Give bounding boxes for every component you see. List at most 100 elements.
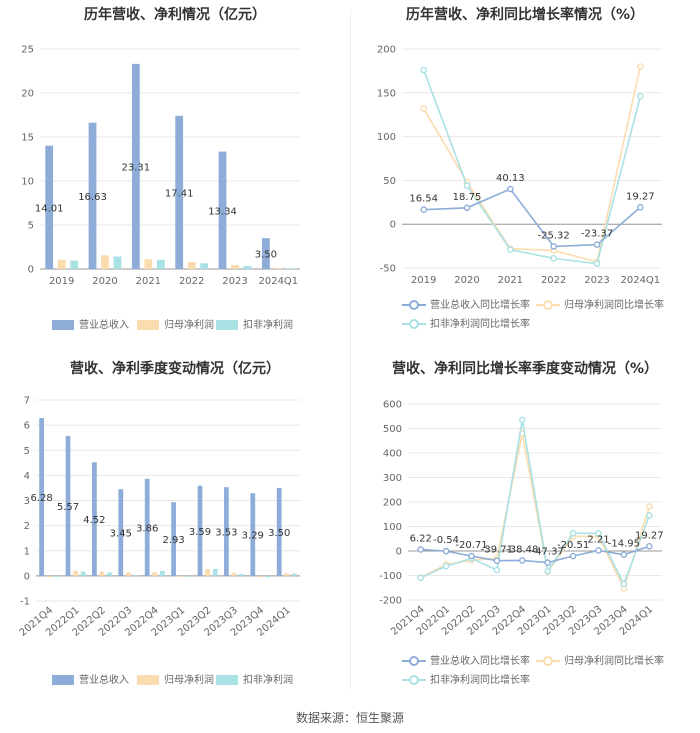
bar-revenue	[65, 435, 71, 576]
bar-revenue	[250, 493, 256, 576]
y-tick-label: 7	[24, 396, 30, 407]
y-tick-label: 0	[24, 571, 30, 582]
legend-swatch	[216, 320, 238, 330]
legend-item-nonrecurring-profit[interactable]: 扣非净利润	[216, 316, 293, 331]
x-tick-label: 2020	[92, 276, 117, 287]
legend-label: 归母净利润同比增长率	[564, 656, 664, 667]
legend-item-net-profit-growth[interactable]: 归母净利润同比增长率	[536, 296, 664, 311]
data-label: -38.48	[506, 544, 538, 555]
series-point	[518, 416, 526, 424]
legend-item-net-profit[interactable]: 归母净利润	[137, 671, 214, 686]
legend-label: 扣非净利润	[243, 675, 293, 686]
data-source-note: 数据来源：恒生聚源	[295, 711, 404, 725]
legend-item-nonrecurring-profit[interactable]: 扣非净利润	[216, 671, 293, 686]
series-point	[637, 204, 644, 211]
series-point	[645, 503, 653, 510]
quarterly-revenue-profit-chart: -1012345672021Q42022Q12022Q22022Q32022Q4…	[18, 396, 300, 639]
legend-item-net-profit[interactable]: 归母净利润	[137, 316, 214, 331]
y-tick-label: 600	[383, 400, 402, 411]
bar-revenue	[175, 115, 184, 270]
bar-revenue	[88, 122, 97, 269]
legend-item-net-profit-growth[interactable]: 归母净利润同比增长率	[536, 652, 664, 667]
bar-net-profit	[46, 575, 52, 578]
series-point	[420, 66, 427, 74]
series-point	[550, 255, 557, 262]
bar-net-profit	[284, 573, 290, 576]
x-tick-label: 2019	[49, 276, 74, 287]
legend-item-revenue-growth[interactable]: 营业总收入同比增长率	[402, 296, 530, 311]
annual-revenue-profit-chart: 0 5 10 15 20 25 2019 2020 2021 2022 2023 2024Q1 14.0…	[21, 45, 300, 287]
legend-item-revenue[interactable]: 营业总收入	[52, 316, 129, 331]
annual-growth-panel: 历年营收、净利同比增长率情况（%） -50 0 50 100 150 200 2019 202…	[350, 0, 700, 350]
series-point	[544, 559, 551, 566]
bar-net-profit	[101, 255, 109, 269]
bar-net-profit	[126, 572, 131, 576]
legend-item-nonrecurring-growth[interactable]: 扣非净利润同比增长率	[402, 671, 530, 686]
series-point	[569, 530, 577, 537]
y-tick-label: 50	[383, 176, 396, 187]
chart-title: 营收、净利同比增长率季度变动情况（%）	[391, 361, 659, 377]
series-point	[493, 557, 501, 565]
bar-revenue	[118, 489, 124, 576]
legend-label: 营业总收入	[79, 320, 129, 331]
legend-swatch	[536, 655, 560, 667]
chart-legend: 营业总收入同比增长率 归母净利润同比增长率 扣非净利润同比增长率	[350, 652, 700, 688]
x-tick-label: 2021	[498, 275, 523, 286]
series-line-0	[423, 188, 641, 248]
bar-net-profit	[178, 575, 184, 577]
legend-item-revenue-growth[interactable]: 营业总收入同比增长率	[402, 652, 530, 667]
quarterly-revenue-profit-panel: 营收、净利季度变动情况（亿元） -1 0 1 2 3 4 5 6 7 2021Q4 2022Q1 20…	[0, 350, 350, 700]
series-point	[544, 567, 551, 575]
x-tick-label: 2022	[541, 275, 566, 286]
bar-nonrecurring-profit	[156, 259, 165, 269]
bar-net-profit	[152, 572, 158, 576]
bar-net-profit	[99, 571, 105, 576]
data-label: 6.22	[410, 533, 432, 544]
data-label: 5.57	[57, 502, 79, 513]
y-tick-label: 2	[24, 521, 30, 532]
legend-label: 扣非净利润	[243, 320, 293, 331]
legend-item-revenue[interactable]: 营业总收入	[52, 671, 129, 686]
legend-label: 归母净利润	[164, 675, 214, 686]
bar-nonrecurring-profit	[212, 568, 218, 576]
y-tick-label: -50	[380, 264, 396, 275]
legend-label: 归母净利润	[164, 320, 214, 331]
series-point	[620, 580, 628, 588]
bar-nonrecurring-profit	[80, 571, 86, 576]
annual-growth-chart: -50 0 50 100 150 200 2019 2020 2021 2022 2023 2024Q…	[377, 45, 662, 286]
series-point	[569, 552, 577, 560]
y-tick-label: 10	[21, 177, 34, 188]
quarterly-growth-panel: 营收、净利同比增长率季度变动情况（%） -200 -100 0 100 200 300 40…	[350, 350, 700, 700]
bar-net-profit	[231, 572, 237, 576]
y-tick-label: -1	[20, 597, 30, 608]
series-point	[507, 246, 514, 253]
x-tick-label: 2020	[454, 275, 479, 286]
legend-swatch	[137, 320, 159, 330]
data-label: 16.63	[78, 192, 107, 203]
y-tick-label: 0	[396, 547, 402, 558]
bar-revenue	[39, 418, 44, 576]
legend-label: 扣非净利润同比增长率	[430, 319, 530, 330]
chart-legend: 营业总收入同比增长率 归母净利润同比增长率 扣非净利润同比增长率	[350, 296, 700, 332]
data-label: -23.37	[581, 229, 613, 240]
data-label: 19.27	[635, 530, 664, 541]
x-tick-label: 2024Q1	[620, 275, 660, 286]
y-tick-label: 150	[377, 88, 396, 99]
bar-net-profit	[274, 268, 283, 269]
bar-nonrecurring-profit	[133, 575, 139, 576]
bar-net-profit	[205, 569, 210, 576]
bar-nonrecurring-profit	[186, 575, 192, 577]
bar-nonrecurring-profit	[113, 256, 122, 269]
y-tick-label: 5	[28, 221, 34, 232]
legend-item-nonrecurring-growth[interactable]: 扣非净利润同比增长率	[402, 315, 530, 330]
bar-revenue	[276, 487, 282, 576]
bar-net-profit	[57, 259, 66, 269]
bar-net-profit	[73, 570, 78, 576]
x-tick-label: 2024Q1	[258, 276, 298, 287]
legend-label: 营业总收入同比增长率	[430, 300, 530, 311]
series-point	[442, 562, 450, 570]
y-tick-label: 3	[24, 496, 30, 507]
x-tick-label: 2022	[179, 276, 204, 287]
data-label: 18.75	[453, 192, 482, 203]
series-point	[620, 551, 628, 558]
